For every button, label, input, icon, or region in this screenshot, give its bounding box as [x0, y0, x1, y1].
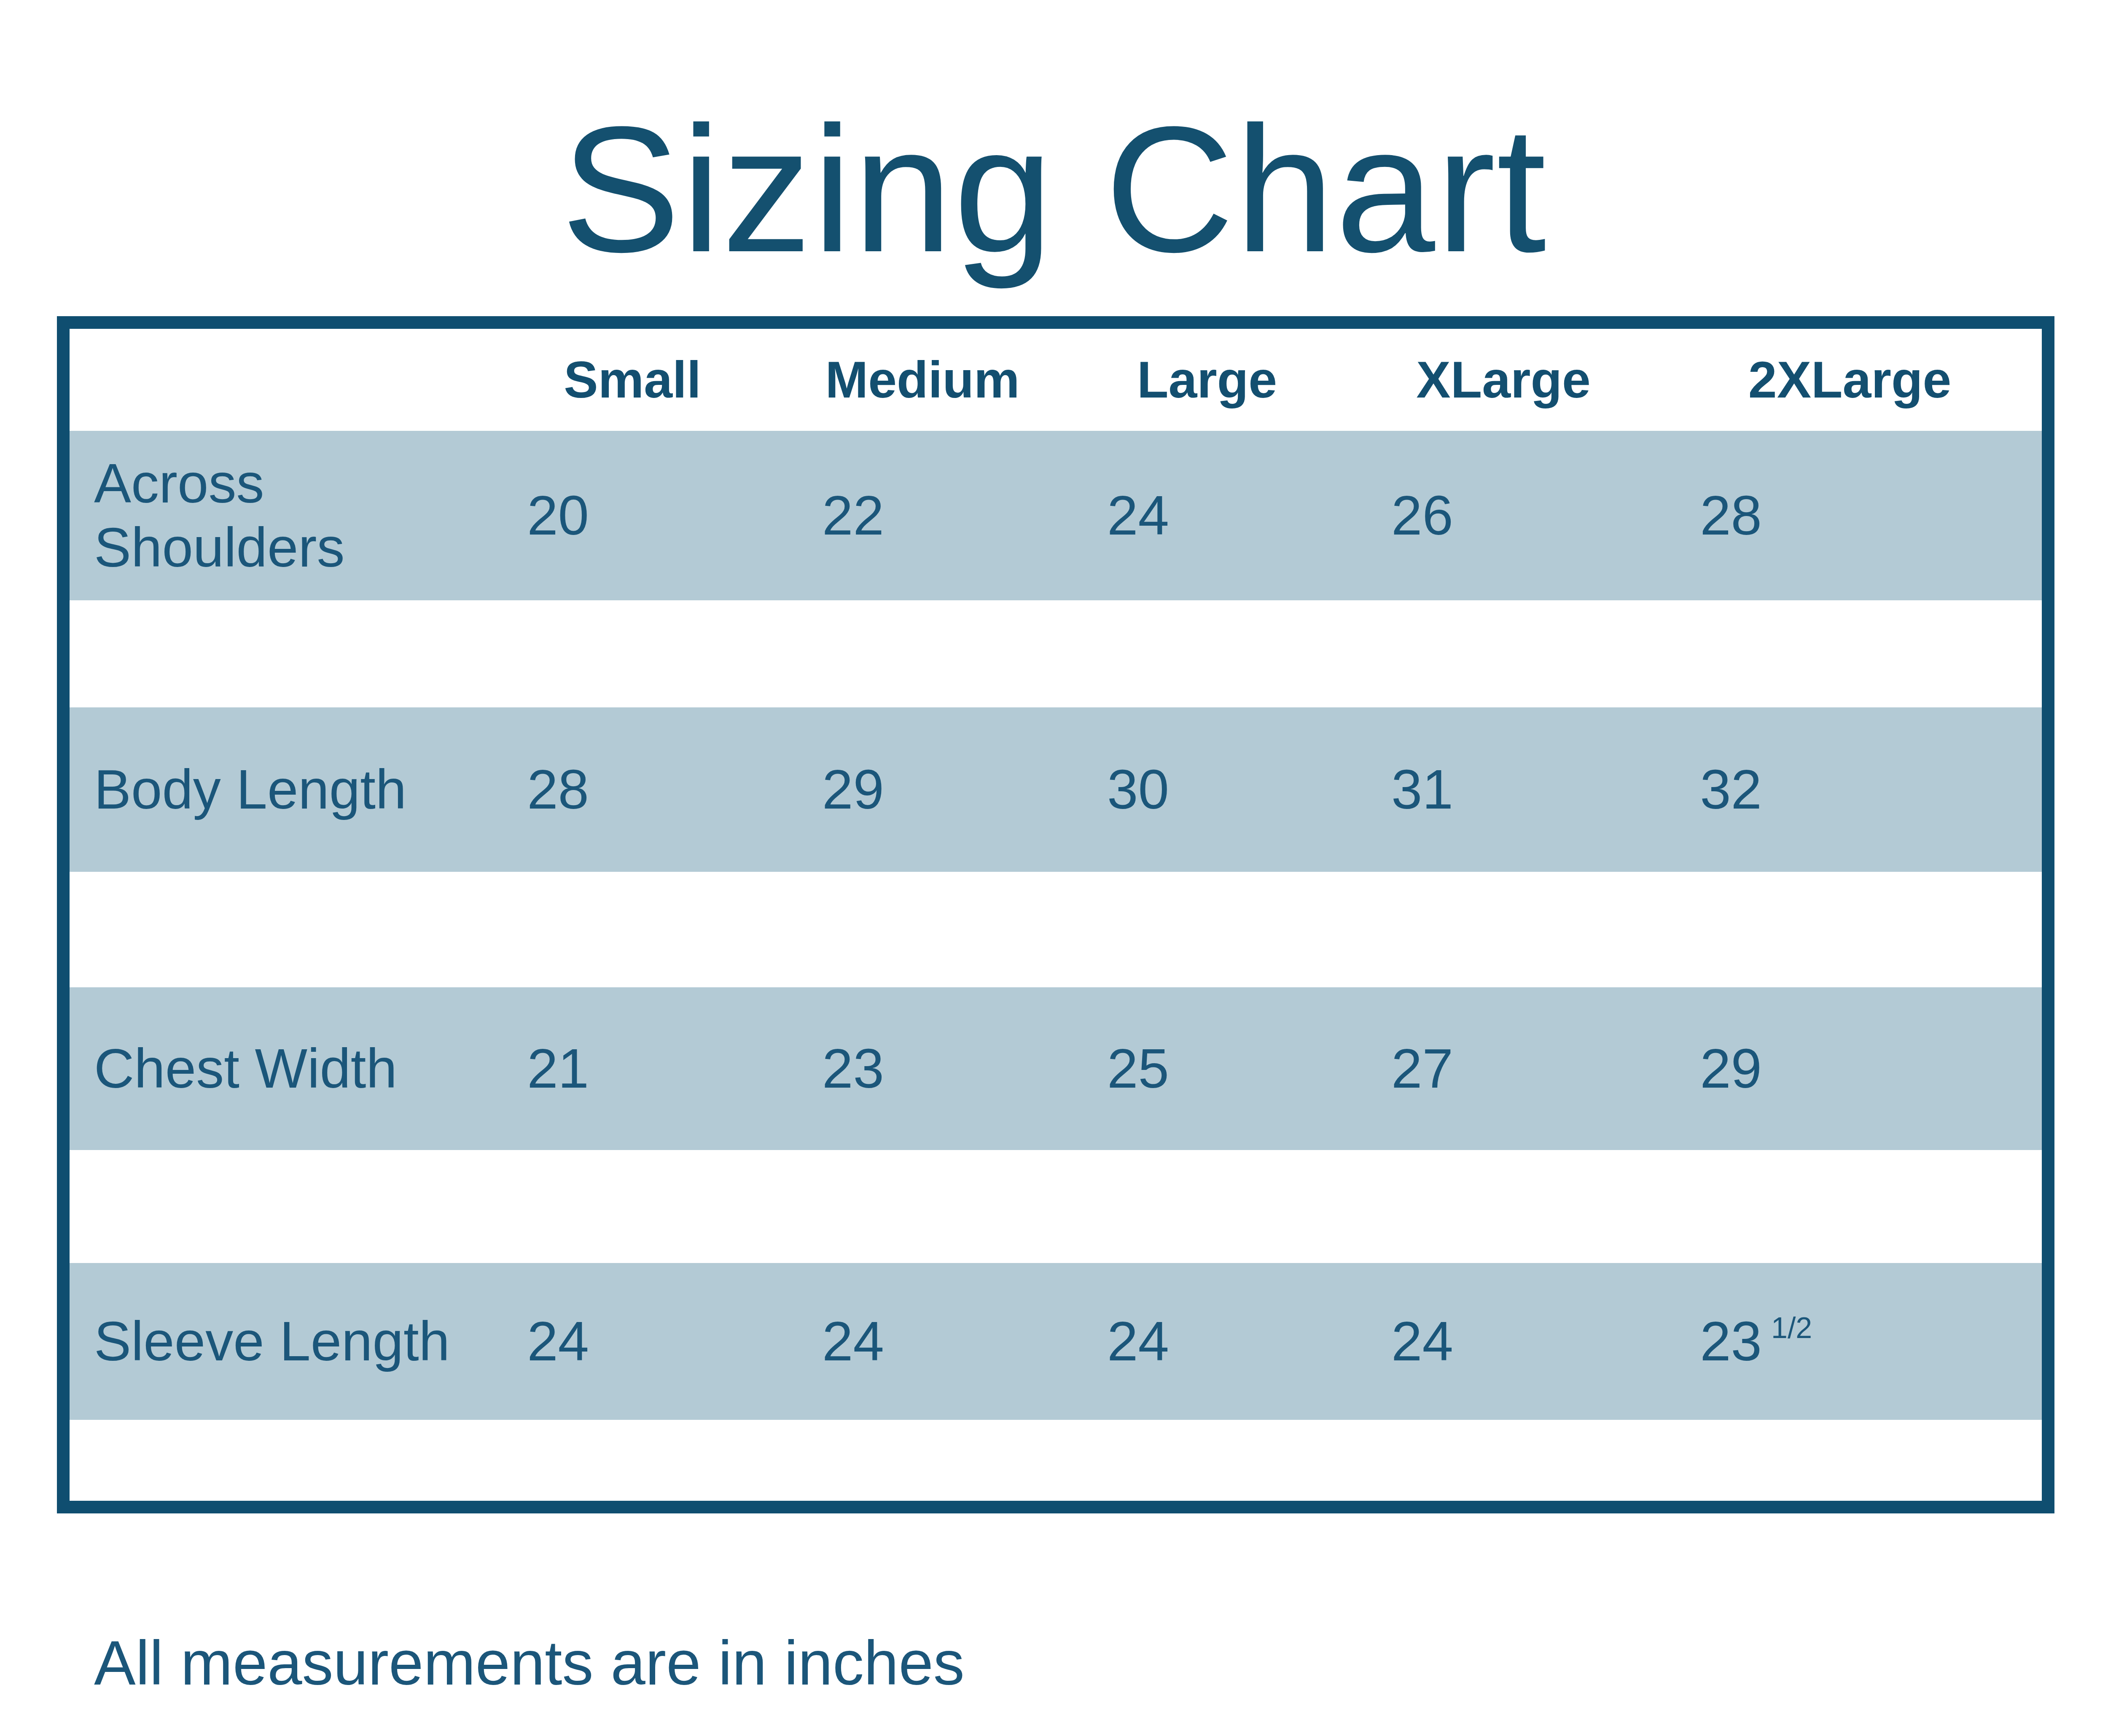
cell-value: 25: [1065, 1037, 1349, 1101]
cell-value-fraction: 1/2: [1771, 1311, 1812, 1344]
row-label: Body Length: [70, 758, 485, 822]
row-label: Across Shoulders: [70, 451, 485, 580]
cell-value: 24: [1349, 1309, 1658, 1373]
cell-value: 22: [780, 484, 1065, 548]
header-large: Large: [1065, 350, 1349, 409]
sizing-table: Small Medium Large XLarge 2XLarge Across…: [57, 316, 2054, 1513]
row-spacer: [70, 1420, 2042, 1501]
cell-value: 29: [780, 758, 1065, 822]
cell-value: 31: [1349, 758, 1658, 822]
cell-value: 32: [1658, 758, 2042, 822]
row-spacer: [70, 872, 2042, 987]
cell-value: 23: [780, 1037, 1065, 1101]
cell-value: 24: [1065, 484, 1349, 548]
cell-value: 28: [485, 758, 780, 822]
cell-value: 24: [1065, 1309, 1349, 1373]
row-spacer: [70, 1150, 2042, 1263]
cell-value: 24: [780, 1309, 1065, 1373]
cell-value: 30: [1065, 758, 1349, 822]
row-label: Chest Width: [70, 1037, 485, 1101]
sizing-chart-page: Sizing Chart Small Medium Large XLarge 2…: [0, 0, 2108, 1736]
cell-value: 23 1/2: [1658, 1309, 2042, 1373]
cell-value: 20: [485, 484, 780, 548]
cell-value: 21: [485, 1037, 780, 1101]
header-2xlarge: 2XLarge: [1658, 350, 2042, 409]
cell-value-main: 23: [1700, 1310, 1762, 1372]
header-xlarge: XLarge: [1349, 350, 1658, 409]
cell-value: 27: [1349, 1037, 1658, 1101]
header-small: Small: [485, 350, 780, 409]
cell-value: 24: [485, 1309, 780, 1373]
row-spacer: [70, 600, 2042, 707]
header-medium: Medium: [780, 350, 1065, 409]
table-row-sleeve-length: Sleeve Length 24 24 24 24 23 1/2: [70, 1263, 2042, 1420]
cell-value: 28: [1658, 484, 2042, 548]
cell-value: 26: [1349, 484, 1658, 548]
cell-value: 29: [1658, 1037, 2042, 1101]
measurements-footnote: All measurements are in inches: [94, 1627, 965, 1699]
table-row-across-shoulders: Across Shoulders 20 22 24 26 28: [70, 431, 2042, 600]
row-label: Sleeve Length: [70, 1309, 485, 1373]
page-title: Sizing Chart: [0, 0, 2108, 288]
table-row-body-length: Body Length 28 29 30 31 32: [70, 707, 2042, 872]
table-row-chest-width: Chest Width 21 23 25 27 29: [70, 987, 2042, 1150]
table-header-row: Small Medium Large XLarge 2XLarge: [70, 329, 2042, 431]
